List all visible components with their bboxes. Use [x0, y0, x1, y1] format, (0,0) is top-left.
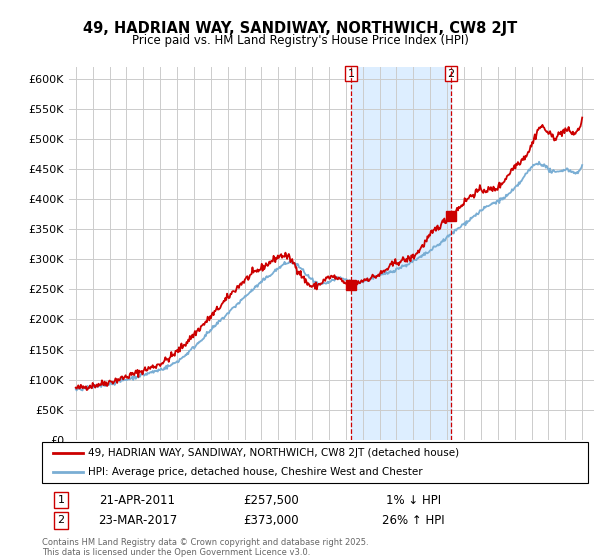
Text: 49, HADRIAN WAY, SANDIWAY, NORTHWICH, CW8 2JT (detached house): 49, HADRIAN WAY, SANDIWAY, NORTHWICH, CW… — [88, 449, 460, 458]
Text: 1: 1 — [58, 495, 65, 505]
Text: £373,000: £373,000 — [244, 514, 299, 527]
FancyBboxPatch shape — [42, 442, 588, 483]
Text: HPI: Average price, detached house, Cheshire West and Chester: HPI: Average price, detached house, Ches… — [88, 467, 423, 477]
Bar — [351, 67, 451, 440]
Text: Price paid vs. HM Land Registry's House Price Index (HPI): Price paid vs. HM Land Registry's House … — [131, 34, 469, 46]
Text: £257,500: £257,500 — [244, 493, 299, 507]
Text: 2: 2 — [448, 68, 455, 78]
Text: 26% ↑ HPI: 26% ↑ HPI — [382, 514, 445, 527]
Text: Contains HM Land Registry data © Crown copyright and database right 2025.
This d: Contains HM Land Registry data © Crown c… — [42, 538, 368, 557]
Text: 2: 2 — [58, 515, 65, 525]
Text: 1% ↓ HPI: 1% ↓ HPI — [386, 493, 441, 507]
Text: 21-APR-2011: 21-APR-2011 — [100, 493, 176, 507]
Text: 49, HADRIAN WAY, SANDIWAY, NORTHWICH, CW8 2JT: 49, HADRIAN WAY, SANDIWAY, NORTHWICH, CW… — [83, 21, 517, 36]
Text: 23-MAR-2017: 23-MAR-2017 — [98, 514, 177, 527]
Text: 1: 1 — [347, 68, 355, 78]
